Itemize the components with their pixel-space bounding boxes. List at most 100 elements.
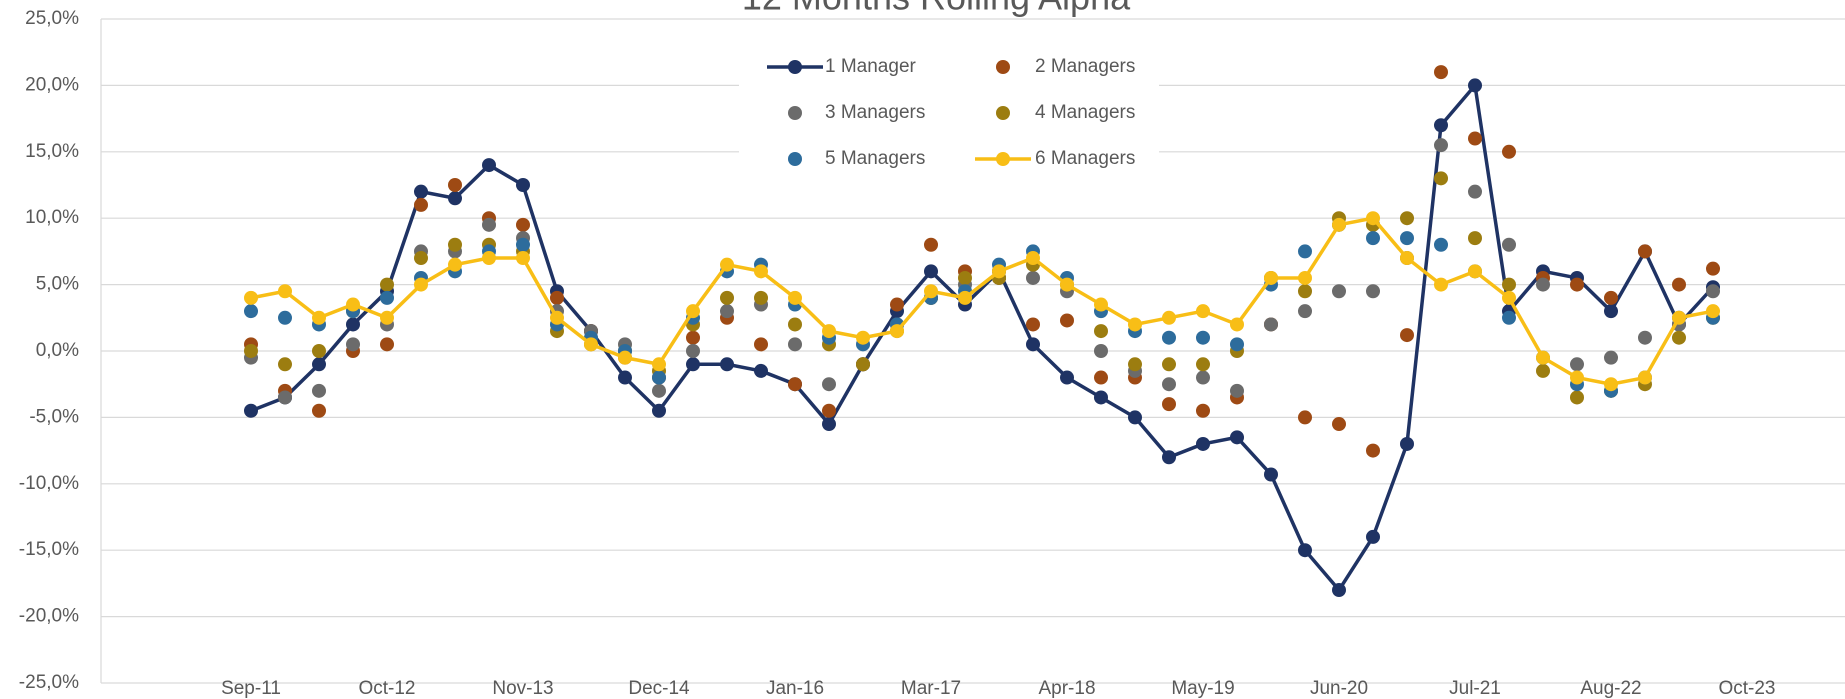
point: [1298, 304, 1312, 319]
point: [1196, 357, 1210, 372]
point: [516, 237, 530, 252]
point: [618, 370, 632, 385]
point: [1400, 211, 1414, 226]
point: [924, 237, 938, 252]
y-tick-label: 15,0%: [25, 141, 79, 162]
point: [856, 357, 870, 372]
point: [686, 344, 700, 358]
legend: 1 Manager 2 Managers 3 Managers 4 Managers 5…: [739, 47, 1159, 179]
point: [414, 197, 428, 212]
point: [686, 304, 700, 319]
point: [720, 304, 734, 319]
point: [788, 317, 802, 332]
point: [1298, 270, 1312, 285]
point: [380, 310, 394, 325]
point: [652, 357, 666, 372]
point: [1400, 328, 1414, 343]
point: [448, 257, 462, 272]
point: [1468, 264, 1482, 279]
point: [788, 290, 802, 305]
point: [414, 277, 428, 292]
point: [652, 370, 666, 385]
point: [1502, 290, 1516, 305]
point: [1332, 583, 1346, 598]
point: [1332, 217, 1346, 232]
point: [244, 304, 258, 319]
point: [1468, 184, 1482, 199]
point: [1536, 277, 1550, 292]
y-tick-label: 10,0%: [25, 207, 79, 228]
legend-marker: [788, 60, 802, 74]
x-tick-label: Nov-13: [492, 678, 553, 699]
point: [1196, 403, 1210, 418]
point: [890, 324, 904, 339]
point: [278, 390, 292, 405]
point: [550, 290, 564, 305]
point: [1094, 370, 1108, 385]
point: [754, 363, 768, 378]
y-tick-label: -10,0%: [19, 473, 79, 494]
point: [1706, 304, 1720, 319]
point: [312, 383, 326, 398]
legend-label: 1 Manager: [825, 56, 917, 77]
point: [278, 357, 292, 372]
point: [1128, 357, 1142, 372]
point: [414, 184, 428, 199]
point: [1570, 390, 1584, 405]
point: [1366, 529, 1380, 544]
x-tick-label: Aug-22: [1580, 678, 1641, 699]
legend-marker: [996, 60, 1010, 74]
point: [1604, 304, 1618, 319]
point: [924, 284, 938, 299]
x-tick-label: Oct-23: [1718, 678, 1775, 699]
point: [1706, 261, 1720, 276]
y-tick-label: -15,0%: [19, 539, 79, 560]
point: [720, 357, 734, 372]
chart-title: 12 Months Rolling Alpha: [742, 0, 1131, 18]
x-tick-label: Jul-21: [1449, 678, 1501, 699]
legend-marker: [788, 106, 802, 120]
point: [1094, 344, 1108, 358]
point: [516, 251, 530, 266]
point: [244, 344, 258, 358]
point: [1400, 251, 1414, 266]
legend-label: 2 Managers: [1035, 56, 1135, 77]
point: [720, 257, 734, 272]
point: [1536, 350, 1550, 365]
point: [1434, 237, 1448, 252]
y-tick-label: 0,0%: [36, 340, 79, 361]
point: [1196, 304, 1210, 319]
point: [244, 403, 258, 418]
point: [1332, 417, 1346, 432]
point: [754, 337, 768, 352]
point: [1366, 231, 1380, 246]
point: [482, 251, 496, 266]
point: [1264, 317, 1278, 332]
point: [1026, 317, 1040, 332]
legend-label: 3 Managers: [825, 102, 925, 123]
point: [1672, 310, 1686, 325]
point: [822, 324, 836, 339]
point: [312, 310, 326, 325]
point: [1298, 410, 1312, 425]
point: [1332, 284, 1346, 299]
point: [1502, 237, 1516, 252]
point: [1400, 231, 1414, 246]
point: [1536, 363, 1550, 378]
y-tick-label: -5,0%: [29, 406, 79, 427]
y-tick-label: -25,0%: [19, 672, 79, 693]
point: [448, 191, 462, 206]
point: [312, 357, 326, 372]
point: [1128, 317, 1142, 332]
point: [1366, 211, 1380, 226]
point: [516, 217, 530, 232]
point: [1434, 171, 1448, 186]
point: [1570, 277, 1584, 292]
point: [1434, 138, 1448, 153]
point: [1264, 270, 1278, 285]
point: [1672, 330, 1686, 345]
point: [1638, 244, 1652, 259]
point: [1230, 337, 1244, 352]
point: [958, 290, 972, 305]
